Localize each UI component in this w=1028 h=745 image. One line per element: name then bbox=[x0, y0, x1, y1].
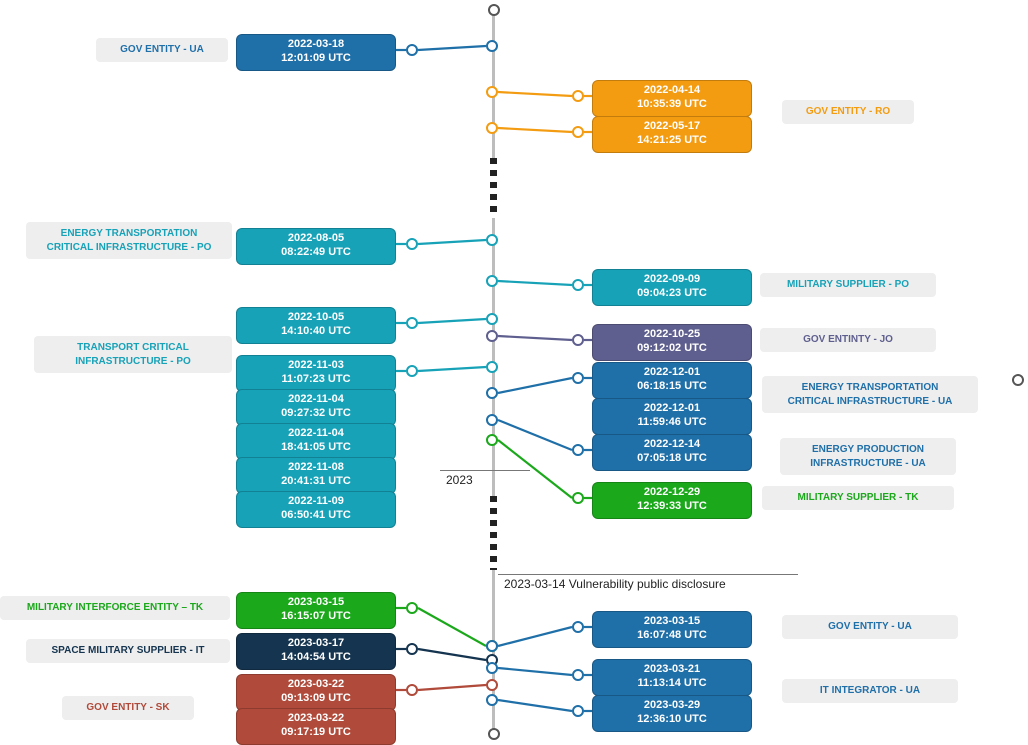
ev-2022-08-05-ring bbox=[406, 238, 418, 250]
ev-2022-12-29-axis-ring bbox=[486, 434, 498, 446]
annotation: 2023-03-14 Vulnerability public disclosu… bbox=[498, 574, 798, 591]
ent-energy-trans-po: ENERGY TRANSPORTATION CRITICAL INFRASTRU… bbox=[26, 222, 232, 259]
ent-it-int-ua: IT INTEGRATOR - UA bbox=[782, 679, 958, 703]
ev-2022-11-09: 2022-11-0906:50:41 UTC bbox=[236, 491, 396, 528]
ev-2022-12-01a: 2022-12-0106:18:15 UTC bbox=[592, 362, 752, 399]
ev-2022-05-17-ring bbox=[572, 126, 584, 138]
detached-ring bbox=[1012, 374, 1024, 386]
ev-2023-03-29-ring bbox=[572, 705, 584, 717]
ev-2022-05-17-axis-ring bbox=[486, 122, 498, 134]
ev-2022-11-03-axis-ring bbox=[486, 361, 498, 373]
ent-energy-trans-ua: ENERGY TRANSPORTATION CRITICAL INFRASTRU… bbox=[762, 376, 978, 413]
ev-2022-12-14-axis-ring bbox=[486, 414, 498, 426]
ev-2022-08-05: 2022-08-0508:22:49 UTC bbox=[236, 228, 396, 265]
ev-2023-03-15a: 2023-03-1516:15:07 UTC bbox=[236, 592, 396, 629]
ev-2022-11-04a: 2022-11-0409:27:32 UTC bbox=[236, 389, 396, 426]
ev-2023-03-15b-ring bbox=[572, 621, 584, 633]
ev-2022-11-04b: 2022-11-0418:41:05 UTC bbox=[236, 423, 396, 460]
ev-2022-10-05-axis-ring bbox=[486, 313, 498, 325]
ev-2022-12-29: 2022-12-2912:39:33 UTC bbox=[592, 482, 752, 519]
annotation: 2023 bbox=[440, 470, 530, 487]
ev-2023-03-22b: 2023-03-2209:17:19 UTC bbox=[236, 708, 396, 745]
axis-dashed-segment bbox=[490, 158, 497, 218]
ev-2023-03-22a: 2023-03-2209:13:09 UTC bbox=[236, 674, 396, 711]
ent-mil-sup-tk: MILITARY SUPPLIER - TK bbox=[762, 486, 954, 510]
ev-2023-03-21: 2023-03-2111:13:14 UTC bbox=[592, 659, 752, 696]
ev-2023-03-21-axis-ring bbox=[486, 662, 498, 674]
ent-mil-sup-po: MILITARY SUPPLIER - PO bbox=[760, 273, 936, 297]
ev-2022-12-01b: 2022-12-0111:59:46 UTC bbox=[592, 398, 752, 435]
ent-mil-int-tk: MILITARY INTERFORCE ENTITY – TK bbox=[0, 596, 230, 620]
ev-2022-09-09-ring bbox=[572, 279, 584, 291]
ev-2022-08-05-axis-ring bbox=[486, 234, 498, 246]
ev-2022-11-03-ring bbox=[406, 365, 418, 377]
ev-2022-12-14-ring bbox=[572, 444, 584, 456]
ev-2022-10-25-axis-ring bbox=[486, 330, 498, 342]
ev-2022-10-25: 2022-10-2509:12:02 UTC bbox=[592, 324, 752, 361]
ev-2022-10-25-ring bbox=[572, 334, 584, 346]
ev-2022-11-03: 2022-11-0311:07:23 UTC bbox=[236, 355, 396, 392]
ev-2022-12-01a-ring bbox=[572, 372, 584, 384]
ev-2022-12-29-ring bbox=[572, 492, 584, 504]
ent-gov-sk: GOV ENTITY - SK bbox=[62, 696, 194, 720]
ev-2022-03-18: 2022-03-1812:01:09 UTC bbox=[236, 34, 396, 71]
ev-2022-09-09: 2022-09-0909:04:23 UTC bbox=[592, 269, 752, 306]
ent-energy-prod-ua: ENERGY PRODUCTION INFRASTRUCTURE - UA bbox=[780, 438, 956, 475]
ent-space-it: SPACE MILITARY SUPPLIER - IT bbox=[26, 639, 230, 663]
axis-start-ring bbox=[488, 4, 500, 16]
ev-2022-04-14-axis-ring bbox=[486, 86, 498, 98]
timeline-canvas: 2023 2023-03-14 Vulnerability public disc… bbox=[0, 0, 1028, 741]
ev-2022-12-01a-axis-ring bbox=[486, 387, 498, 399]
ev-2022-10-05-ring bbox=[406, 317, 418, 329]
ev-2023-03-17: 2023-03-1714:04:54 UTC bbox=[236, 633, 396, 670]
ent-gov-ro: GOV ENTITY - RO bbox=[782, 100, 914, 124]
ev-2022-04-14: 2022-04-1410:35:39 UTC bbox=[592, 80, 752, 117]
axis-dashed-segment bbox=[490, 496, 497, 570]
ent-trans-po: TRANSPORT CRITICAL INFRASTRUCTURE - PO bbox=[34, 336, 232, 373]
ev-2022-05-17: 2022-05-1714:21:25 UTC bbox=[592, 116, 752, 153]
ev-2022-10-05: 2022-10-0514:10:40 UTC bbox=[236, 307, 396, 344]
ent-gov-jo: GOV ENTINTY - JO bbox=[760, 328, 936, 352]
ev-2022-04-14-ring bbox=[572, 90, 584, 102]
ent-gov-ua-right: GOV ENTITY - UA bbox=[782, 615, 958, 639]
ev-2022-11-08: 2022-11-0820:41:31 UTC bbox=[236, 457, 396, 494]
ev-2022-12-14: 2022-12-1407:05:18 UTC bbox=[592, 434, 752, 471]
axis-end-ring bbox=[488, 728, 500, 740]
ev-2022-03-18-axis-ring bbox=[486, 40, 498, 52]
ev-2023-03-22a-axis-ring bbox=[486, 679, 498, 691]
ev-2022-03-18-ring bbox=[406, 44, 418, 56]
ev-2023-03-15b: 2023-03-1516:07:48 UTC bbox=[592, 611, 752, 648]
ev-2023-03-29: 2023-03-2912:36:10 UTC bbox=[592, 695, 752, 732]
ev-2023-03-21-ring bbox=[572, 669, 584, 681]
ev-2023-03-22a-ring bbox=[406, 684, 418, 696]
ent-gov-ua-left: GOV ENTITY - UA bbox=[96, 38, 228, 62]
ev-2023-03-29-axis-ring bbox=[486, 694, 498, 706]
ev-2023-03-15a-ring bbox=[406, 602, 418, 614]
ev-2022-09-09-axis-ring bbox=[486, 275, 498, 287]
ev-2023-03-15b-axis-ring bbox=[486, 640, 498, 652]
ev-2023-03-17-ring bbox=[406, 643, 418, 655]
